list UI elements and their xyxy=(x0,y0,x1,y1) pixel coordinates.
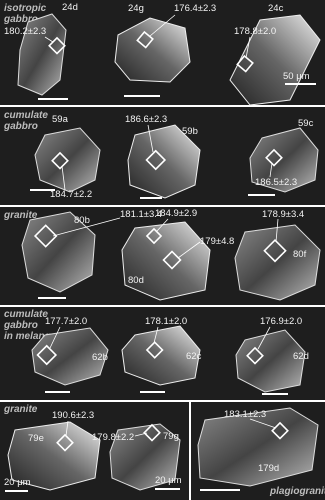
grain-id: 24g xyxy=(128,3,144,14)
pointer xyxy=(156,218,169,232)
grain xyxy=(109,423,181,491)
panel-label: gabbro xyxy=(3,121,38,132)
spot xyxy=(246,346,264,365)
spot xyxy=(145,149,167,171)
grain xyxy=(17,13,67,96)
pointer xyxy=(249,418,277,429)
pointer xyxy=(257,326,271,350)
age: 181.1±3.4 xyxy=(120,209,162,220)
grain-id: 62c xyxy=(186,351,202,362)
grain-id: 80f xyxy=(293,249,307,260)
spot xyxy=(51,151,69,170)
spot xyxy=(265,148,283,167)
panel-label: plagiogranite xyxy=(269,486,325,497)
pointer xyxy=(269,162,273,178)
grain xyxy=(121,325,201,386)
grain xyxy=(249,127,319,193)
grain-id: 59a xyxy=(52,114,69,125)
age: 179±4.8 xyxy=(200,236,234,247)
age: 178.8±2.0 xyxy=(234,26,276,37)
age: 176.9±2.0 xyxy=(260,316,302,327)
pointer xyxy=(245,36,251,59)
age: 180.2±2.3 xyxy=(4,26,46,37)
grain xyxy=(229,14,321,106)
panel-label: cumulate xyxy=(4,110,48,121)
grain-id: 80d xyxy=(128,275,144,286)
grain xyxy=(121,221,211,301)
grain-id: 24c xyxy=(268,3,284,14)
age: 179.8±2.2 xyxy=(92,432,134,443)
grain xyxy=(7,421,101,491)
pointer xyxy=(177,241,201,259)
panel-1: isotropic gabbro 24d 180.2±2.3 24g 176.4… xyxy=(3,2,321,106)
spot xyxy=(263,238,287,263)
spot xyxy=(162,250,182,270)
panel-label: gabbro xyxy=(3,320,38,331)
grain xyxy=(31,327,109,386)
panel-label: granite xyxy=(3,210,38,221)
pointer xyxy=(61,165,66,191)
panel-label: isotropic xyxy=(4,3,47,14)
grain-id: 62d xyxy=(293,351,309,362)
pointer xyxy=(147,124,154,153)
spot xyxy=(145,227,163,245)
grain-id: 79e xyxy=(28,433,44,444)
age: 184.9±2.9 xyxy=(155,208,197,219)
age: 178.1±2.0 xyxy=(145,316,187,327)
pointer xyxy=(134,432,148,437)
grain-id: 79g xyxy=(163,431,179,442)
panel-5: granite 190.6±2.3 79e 20 μm 179.8±2.2 79… xyxy=(3,404,182,492)
age: 176.4±2.3 xyxy=(174,3,216,14)
grain-id: 179d xyxy=(258,463,279,474)
age: 186.6±2.3 xyxy=(125,114,167,125)
grain-id: 24d xyxy=(62,2,78,13)
panel-6: 183.1±2.3 179d plagiogranite xyxy=(197,407,325,497)
panel-label: granite xyxy=(3,404,38,415)
spot xyxy=(136,30,154,49)
age: 184.7±2.2 xyxy=(50,189,92,200)
dividers xyxy=(0,105,325,500)
spot xyxy=(33,224,58,248)
pointer xyxy=(44,36,54,43)
spot xyxy=(143,423,161,442)
pointer xyxy=(52,217,121,237)
grain-id: 62b xyxy=(92,352,108,363)
panel-3: granite 80b 181.1±3.4 184.9±2.9 179±4.8 … xyxy=(3,208,321,301)
pointer xyxy=(49,326,61,349)
spot xyxy=(236,54,254,73)
panel-label: cumulate xyxy=(4,309,48,320)
pointer xyxy=(275,218,279,243)
grain xyxy=(21,211,96,293)
grain xyxy=(114,17,191,83)
age: 190.6±2.3 xyxy=(52,410,94,421)
panel-4: cumulate gabbro in melange 177.7±2.0 62b… xyxy=(3,309,309,395)
grain xyxy=(197,407,319,487)
spot xyxy=(145,341,164,359)
spot xyxy=(36,344,58,366)
grain-id: 59c xyxy=(298,118,314,129)
spot xyxy=(56,433,74,452)
pointer xyxy=(153,326,159,344)
panel-label: gabbro xyxy=(3,14,38,25)
age: 178.9±3.4 xyxy=(262,209,304,220)
scale-label: 20 μm xyxy=(155,475,182,486)
scale-label: 20 μm xyxy=(4,477,31,488)
age: 183.1±2.3 xyxy=(224,409,266,420)
age: 186.5±2.3 xyxy=(255,177,297,188)
spot xyxy=(271,421,289,440)
panel-2: cumulate gabbro 59a 184.7±2.2 186.6±2.3 … xyxy=(3,110,319,200)
grain-id: 59b xyxy=(182,126,198,137)
pointer xyxy=(65,420,69,437)
grain xyxy=(234,224,321,301)
grain-id: 80b xyxy=(74,215,90,226)
scale-label: 50 μm xyxy=(283,71,310,82)
pointer xyxy=(149,14,176,37)
grain xyxy=(235,329,306,393)
panel-label: in melange xyxy=(4,331,57,342)
age: 177.7±2.0 xyxy=(45,316,87,327)
